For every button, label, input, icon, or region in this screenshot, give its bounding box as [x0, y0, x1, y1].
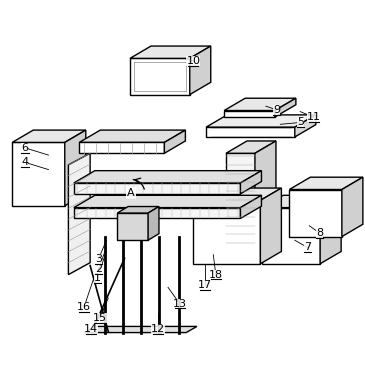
- Polygon shape: [275, 98, 296, 117]
- Text: 16: 16: [77, 302, 91, 312]
- Polygon shape: [342, 177, 363, 236]
- Polygon shape: [295, 115, 316, 137]
- Polygon shape: [255, 141, 276, 251]
- Text: 12: 12: [151, 324, 165, 334]
- Polygon shape: [12, 130, 86, 143]
- Text: 9: 9: [273, 105, 280, 115]
- Polygon shape: [148, 207, 159, 240]
- Text: A: A: [127, 188, 135, 198]
- Polygon shape: [206, 127, 295, 137]
- Polygon shape: [262, 195, 341, 208]
- Polygon shape: [260, 188, 281, 264]
- Polygon shape: [79, 130, 185, 143]
- Polygon shape: [289, 177, 363, 190]
- Polygon shape: [190, 46, 211, 95]
- Polygon shape: [193, 200, 260, 264]
- Text: 5: 5: [297, 117, 304, 127]
- Polygon shape: [164, 130, 185, 153]
- Polygon shape: [226, 141, 276, 153]
- Polygon shape: [65, 130, 86, 206]
- Polygon shape: [117, 213, 148, 240]
- Text: 10: 10: [187, 56, 200, 66]
- Polygon shape: [85, 326, 197, 333]
- Text: 13: 13: [173, 299, 187, 309]
- Text: 15: 15: [93, 313, 107, 323]
- Text: 1: 1: [94, 273, 101, 283]
- Polygon shape: [241, 195, 261, 218]
- Text: 4: 4: [22, 157, 28, 168]
- Polygon shape: [12, 143, 65, 206]
- Polygon shape: [241, 171, 261, 194]
- Text: 7: 7: [304, 243, 311, 252]
- Polygon shape: [224, 111, 275, 117]
- Polygon shape: [68, 153, 90, 275]
- Polygon shape: [74, 171, 261, 183]
- Text: 17: 17: [198, 280, 212, 290]
- Polygon shape: [117, 207, 159, 213]
- Text: 6: 6: [22, 143, 28, 153]
- Polygon shape: [74, 208, 241, 218]
- Text: 14: 14: [84, 324, 98, 334]
- Polygon shape: [206, 115, 316, 127]
- Polygon shape: [74, 183, 241, 194]
- Text: 2: 2: [95, 264, 102, 274]
- Text: 11: 11: [307, 112, 320, 122]
- Text: 3: 3: [95, 254, 102, 264]
- Polygon shape: [224, 98, 296, 111]
- Text: 18: 18: [209, 269, 223, 280]
- Polygon shape: [130, 58, 190, 95]
- Polygon shape: [79, 143, 164, 153]
- Polygon shape: [226, 153, 255, 251]
- Polygon shape: [74, 195, 261, 208]
- Polygon shape: [320, 195, 341, 264]
- Polygon shape: [289, 190, 342, 236]
- Polygon shape: [262, 208, 320, 264]
- Text: 8: 8: [316, 228, 323, 238]
- Polygon shape: [193, 188, 281, 200]
- Polygon shape: [130, 46, 211, 58]
